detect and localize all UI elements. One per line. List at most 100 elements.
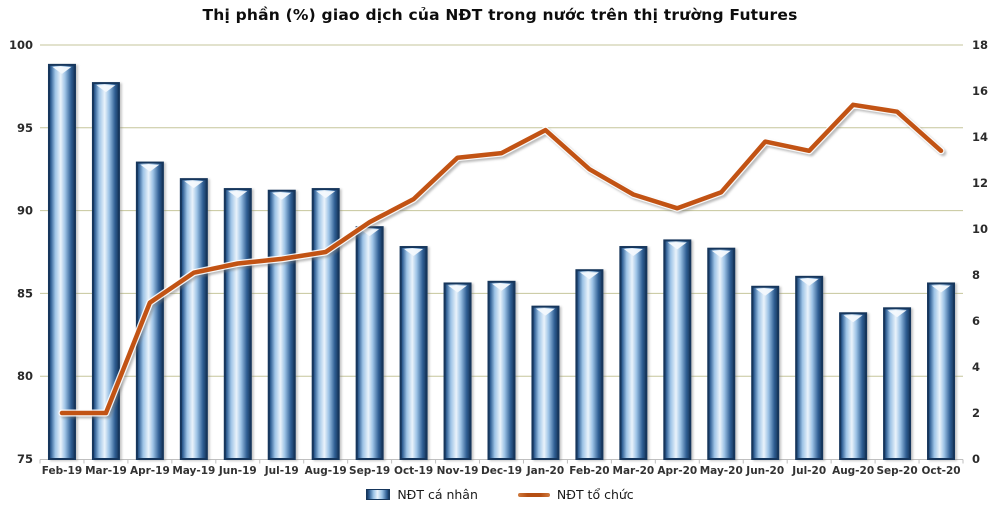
- bar-top-highlight: [316, 191, 336, 199]
- legend-item-individual: NĐT cá nhân: [366, 487, 478, 502]
- bar-top-highlight: [140, 164, 160, 172]
- bar: [619, 246, 648, 460]
- right-axis-tick-label: 10: [972, 222, 988, 236]
- bar-top-highlight: [843, 315, 863, 323]
- bar-group: [619, 246, 648, 460]
- right-axis-tick-label: 16: [972, 84, 988, 98]
- bar: [883, 307, 912, 460]
- bar: [311, 188, 340, 461]
- left-axis-tick-label: 75: [17, 452, 33, 466]
- bar-group: [399, 246, 428, 460]
- bar-group: [355, 226, 384, 460]
- bar: [751, 285, 780, 460]
- bar-group: [795, 275, 824, 460]
- legend-item-institutional: NĐT tổ chức: [517, 487, 634, 502]
- bar: [663, 239, 692, 460]
- x-axis-category-label: Jun-19: [218, 465, 257, 477]
- bar: [355, 226, 384, 460]
- bar-top-highlight: [623, 249, 643, 257]
- x-axis-category-label: Mar-20: [613, 465, 655, 477]
- left-axis-tick-label: 100: [9, 38, 33, 52]
- x-axis-category-label: Feb-19: [42, 465, 82, 477]
- bar: [487, 280, 516, 461]
- bar-series-swatch-icon: [366, 489, 391, 500]
- chart-canvas: 75 80 85 90 95 100 0 2 4 6 8 10 12 14 16 18 Feb-19 Mar-19…: [9, 38, 988, 477]
- left-axis-tick-label: 85: [17, 286, 33, 300]
- bar-top-highlight: [272, 192, 292, 200]
- left-axis-tick-label: 90: [17, 204, 33, 218]
- bar: [443, 282, 472, 460]
- x-axis-category-label: Apr-19: [130, 465, 170, 477]
- bar-group: [707, 247, 736, 460]
- line-series: [59, 102, 944, 416]
- bar-top-highlight: [535, 308, 555, 316]
- x-axis-category-label: Jun-20: [745, 465, 784, 477]
- x-axis-category-label: Aug-19: [305, 465, 347, 477]
- bar: [91, 82, 120, 460]
- bar: [399, 246, 428, 460]
- bar-group: [663, 239, 692, 460]
- x-axis-category-label: Mar-19: [85, 465, 127, 477]
- x-axis-category-label: Dec-19: [481, 465, 522, 477]
- bar-group: [531, 305, 560, 461]
- bar-top-highlight: [667, 242, 687, 250]
- x-axis-category-label: Sep-19: [349, 465, 390, 477]
- bar-group: [487, 280, 516, 461]
- bar-group: [839, 312, 868, 460]
- right-axis-tick-label: 14: [972, 130, 988, 144]
- bar-group: [443, 282, 472, 460]
- bar-group: [267, 189, 296, 460]
- bar-group: [883, 307, 912, 460]
- x-axis-category-label: Oct-20: [921, 465, 960, 477]
- bar-top-highlight: [184, 181, 204, 189]
- bar-top-highlight: [404, 249, 424, 257]
- bar-top-highlight: [799, 278, 819, 286]
- bar-top-highlight: [492, 283, 511, 291]
- bar: [927, 282, 956, 460]
- x-axis-category-label: Jul-19: [264, 465, 299, 477]
- left-axis-tick-label: 80: [17, 369, 33, 383]
- line-series-group: [58, 101, 945, 417]
- bar-group: [179, 178, 208, 461]
- legend-label-institutional: NĐT tổ chức: [556, 487, 634, 502]
- bar-top-highlight: [931, 285, 951, 293]
- bar: [179, 178, 208, 461]
- bar-top-highlight: [96, 85, 116, 93]
- right-axis-tick-label: 18: [972, 38, 988, 52]
- x-axis-category-label: Aug-20: [832, 465, 874, 477]
- bar: [223, 188, 252, 461]
- bar-top-highlight: [887, 310, 907, 318]
- x-axis-category-label: Oct-19: [394, 465, 433, 477]
- x-axis-category-label: Jan-20: [526, 465, 564, 477]
- x-axis-category-label: May-19: [172, 465, 215, 477]
- chart-title: Thị phần (%) giao dịch của NĐT trong nướ…: [202, 6, 798, 24]
- bar: [707, 247, 736, 460]
- right-axis-tick-label: 4: [972, 360, 980, 374]
- right-axis-tick-label: 6: [972, 314, 980, 328]
- x-axis-category-label: May-20: [700, 465, 743, 477]
- bar-group: [575, 269, 604, 460]
- bar-top-highlight: [360, 229, 380, 237]
- right-axis-tick-label: 8: [972, 268, 980, 282]
- bar: [839, 312, 868, 460]
- line-series-swatch-icon: [517, 492, 550, 497]
- bar: [531, 305, 560, 461]
- bar-group: [927, 282, 956, 460]
- bar-group: [223, 188, 252, 461]
- x-axis-category-label: Jul-20: [791, 465, 826, 477]
- bar-group: [751, 285, 780, 460]
- bar-top-highlight: [448, 285, 468, 293]
- bar: [47, 63, 76, 460]
- x-axis-category-label: Sep-20: [876, 465, 917, 477]
- right-axis-tick-label: 0: [972, 452, 980, 466]
- bar-group: [311, 188, 340, 461]
- x-axis-category-label: Nov-19: [437, 465, 479, 477]
- bar: [575, 269, 604, 460]
- x-axis-category-label: Feb-20: [569, 465, 609, 477]
- bar: [267, 189, 296, 460]
- bar: [795, 275, 824, 460]
- legend: NĐT cá nhân NĐT tổ chức: [0, 487, 1000, 502]
- bar-top-highlight: [579, 272, 599, 280]
- legend-label-individual: NĐT cá nhân: [397, 487, 478, 502]
